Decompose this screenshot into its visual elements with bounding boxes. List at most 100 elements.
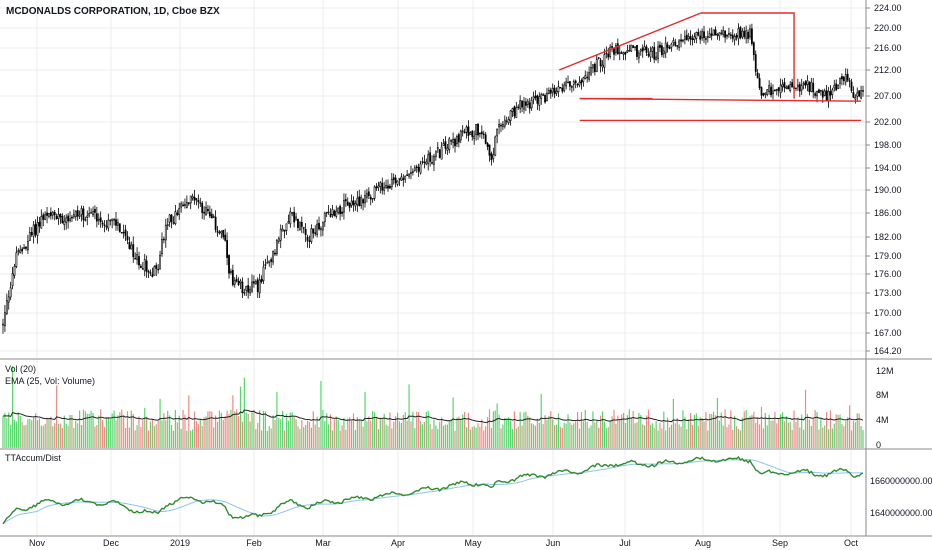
volume-bar [349, 417, 351, 448]
candle-body [427, 154, 430, 165]
candle-body [773, 89, 776, 92]
volume-bar [215, 415, 217, 448]
volume-bar [312, 411, 314, 448]
volume-bar [724, 409, 726, 448]
candle-body [371, 197, 374, 200]
candle-body [808, 82, 811, 92]
candle-body [666, 44, 669, 48]
candle-body [78, 214, 81, 217]
candle-body [166, 224, 169, 226]
volume-bar [266, 430, 268, 448]
candle-body [99, 217, 102, 223]
volume-bar [745, 409, 747, 448]
volume-bar [523, 412, 525, 448]
volume-bar [776, 423, 778, 448]
candle-body [149, 272, 152, 274]
price-tick-label: 170.00 [874, 308, 902, 318]
volume-bar [431, 429, 433, 448]
volume-bar [245, 412, 247, 448]
volume-bar [841, 423, 843, 448]
volume-bar [577, 411, 579, 448]
volume-bar [410, 421, 412, 448]
volume-bar [632, 410, 634, 448]
volume-bar [571, 424, 573, 448]
candle-body [168, 214, 171, 223]
candle-body [136, 254, 138, 260]
candle-body [381, 182, 384, 191]
candle-body [350, 200, 353, 206]
volume-bar [460, 419, 462, 448]
volume-bar [216, 421, 219, 448]
candle-body [636, 44, 638, 57]
candle-body [406, 174, 409, 176]
volume-bar [709, 413, 711, 448]
candle-body [831, 89, 834, 95]
candle-body [178, 208, 181, 216]
volume-bar [320, 381, 322, 448]
volume-bar [331, 430, 334, 448]
candle-body [754, 54, 757, 72]
candle-body [758, 78, 761, 89]
candle-body [233, 280, 236, 285]
volume-bar [423, 422, 425, 448]
volume-bar [295, 419, 297, 448]
volume-bar [82, 409, 85, 448]
candle-body [34, 224, 37, 235]
volume-bar [781, 412, 784, 448]
volume-bar [251, 411, 253, 448]
volume-bar [192, 429, 194, 448]
candle-body [42, 214, 45, 220]
candle-body [747, 31, 749, 39]
volume-bar [356, 417, 358, 448]
candle-body [360, 197, 363, 206]
candle-body [46, 212, 48, 216]
volume-bar [496, 403, 498, 448]
candle-body [477, 123, 479, 136]
candle-body [279, 228, 282, 241]
volume-bar [94, 426, 96, 448]
candle-body [308, 240, 311, 242]
candle-body [176, 212, 179, 215]
volume-bar [672, 398, 674, 448]
candle-body [302, 227, 305, 229]
candle-body [180, 203, 183, 208]
candle-body [375, 186, 378, 189]
volume-bar [803, 429, 805, 448]
candle-body [528, 102, 531, 109]
candle-body [310, 228, 313, 243]
candle-body [664, 42, 667, 54]
candle-body [695, 32, 698, 39]
candle-body [844, 74, 847, 83]
candle-body [287, 221, 290, 224]
candle-body [170, 214, 173, 223]
volume-bar [207, 411, 209, 448]
volume-tick-label: 0 [876, 440, 881, 450]
candle-body [95, 213, 98, 222]
candle-body [256, 279, 259, 293]
volume-bar [140, 426, 142, 448]
accum-tick-label: 1640000000.00 [870, 508, 932, 518]
candle-body [32, 224, 35, 237]
candle-body [130, 244, 133, 250]
volume-bar [764, 412, 766, 448]
candle-body [507, 119, 510, 124]
candle-body [624, 51, 627, 55]
volume-bar [11, 366, 14, 448]
candle-body [498, 124, 500, 128]
price-tick-label: 164.20 [874, 346, 902, 356]
candle-body [356, 197, 359, 206]
volume-bar [101, 420, 104, 448]
candle-body [800, 85, 803, 91]
volume-bar [201, 425, 203, 448]
volume-bar [458, 416, 460, 448]
candle-body [450, 140, 453, 142]
volume-bar [797, 417, 799, 448]
candle-body [764, 92, 767, 95]
price-tick-label: 194.00 [874, 163, 902, 173]
candle-body [465, 126, 468, 133]
candle-body [842, 76, 845, 81]
candle-body [270, 259, 273, 262]
volume-bar [107, 416, 109, 448]
volume-bar [406, 420, 408, 448]
candle-body [105, 225, 108, 228]
